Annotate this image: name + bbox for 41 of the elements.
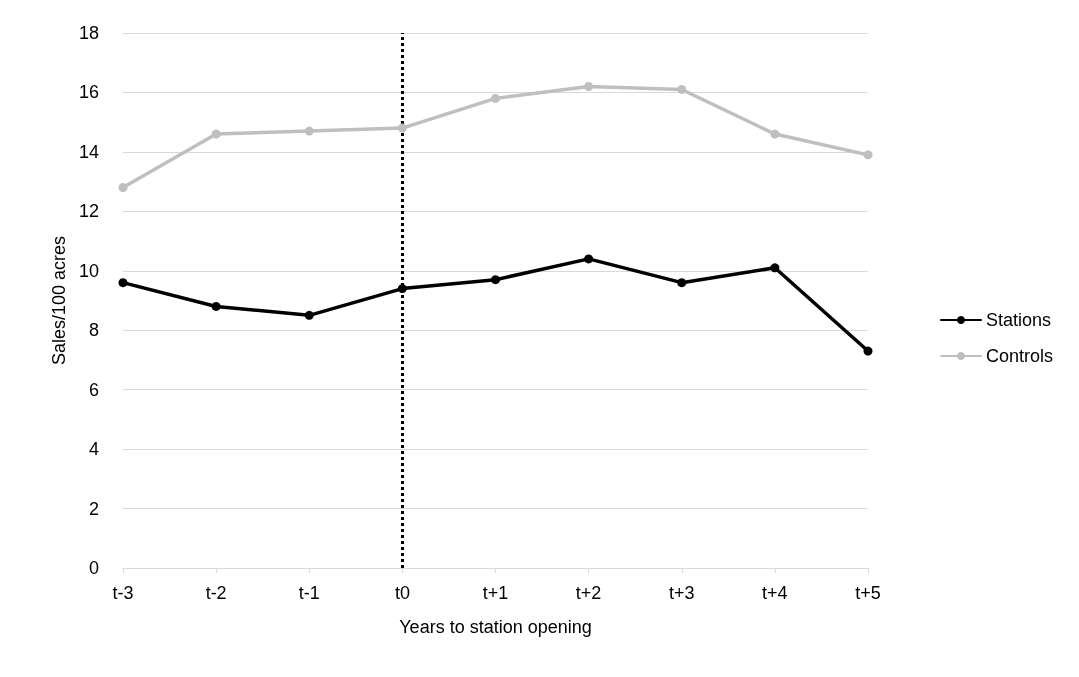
legend-label: Controls <box>985 346 1054 366</box>
point <box>397 123 407 133</box>
point <box>211 301 221 311</box>
x-tick-label: t+3 <box>668 583 695 603</box>
point <box>677 84 687 94</box>
point <box>584 254 594 264</box>
point <box>211 129 221 139</box>
x-tick-label: t+5 <box>855 583 881 603</box>
point <box>863 346 873 356</box>
point <box>304 310 314 320</box>
y-tick-label: 8 <box>88 320 99 341</box>
point <box>397 284 407 294</box>
point <box>118 278 128 288</box>
point <box>491 275 500 285</box>
y-tick-label: 18 <box>78 23 99 43</box>
y-tick-label: 0 <box>88 558 99 578</box>
x-axis-title: Years to station opening <box>399 617 592 637</box>
point <box>863 150 873 160</box>
y-tick-label: 6 <box>88 379 99 400</box>
y-tick-label: 2 <box>88 498 99 519</box>
point <box>770 263 780 273</box>
y-tick-label: 14 <box>78 141 99 162</box>
point <box>491 93 500 103</box>
x-tick-label: t-1 <box>298 583 320 603</box>
y-tick-label: 16 <box>78 82 99 103</box>
y-axis-title: Sales/100 acres <box>49 235 69 366</box>
legend-label: Stations <box>985 310 1052 330</box>
x-tick-label: t+1 <box>482 583 509 603</box>
x-tick-label: t+2 <box>575 583 602 603</box>
y-tick-label: 12 <box>78 201 99 222</box>
y-tick-label: 4 <box>88 439 99 460</box>
x-tick-label: t-2 <box>205 583 227 603</box>
x-tick-label: t+4 <box>762 583 788 603</box>
point <box>304 126 314 136</box>
x-tick-label: t0 <box>394 583 410 603</box>
y-tick-label: 10 <box>78 260 99 281</box>
x-tick-label: t-3 <box>112 583 134 603</box>
point <box>584 82 594 91</box>
point <box>677 278 687 288</box>
point <box>118 183 128 193</box>
point <box>770 129 780 139</box>
